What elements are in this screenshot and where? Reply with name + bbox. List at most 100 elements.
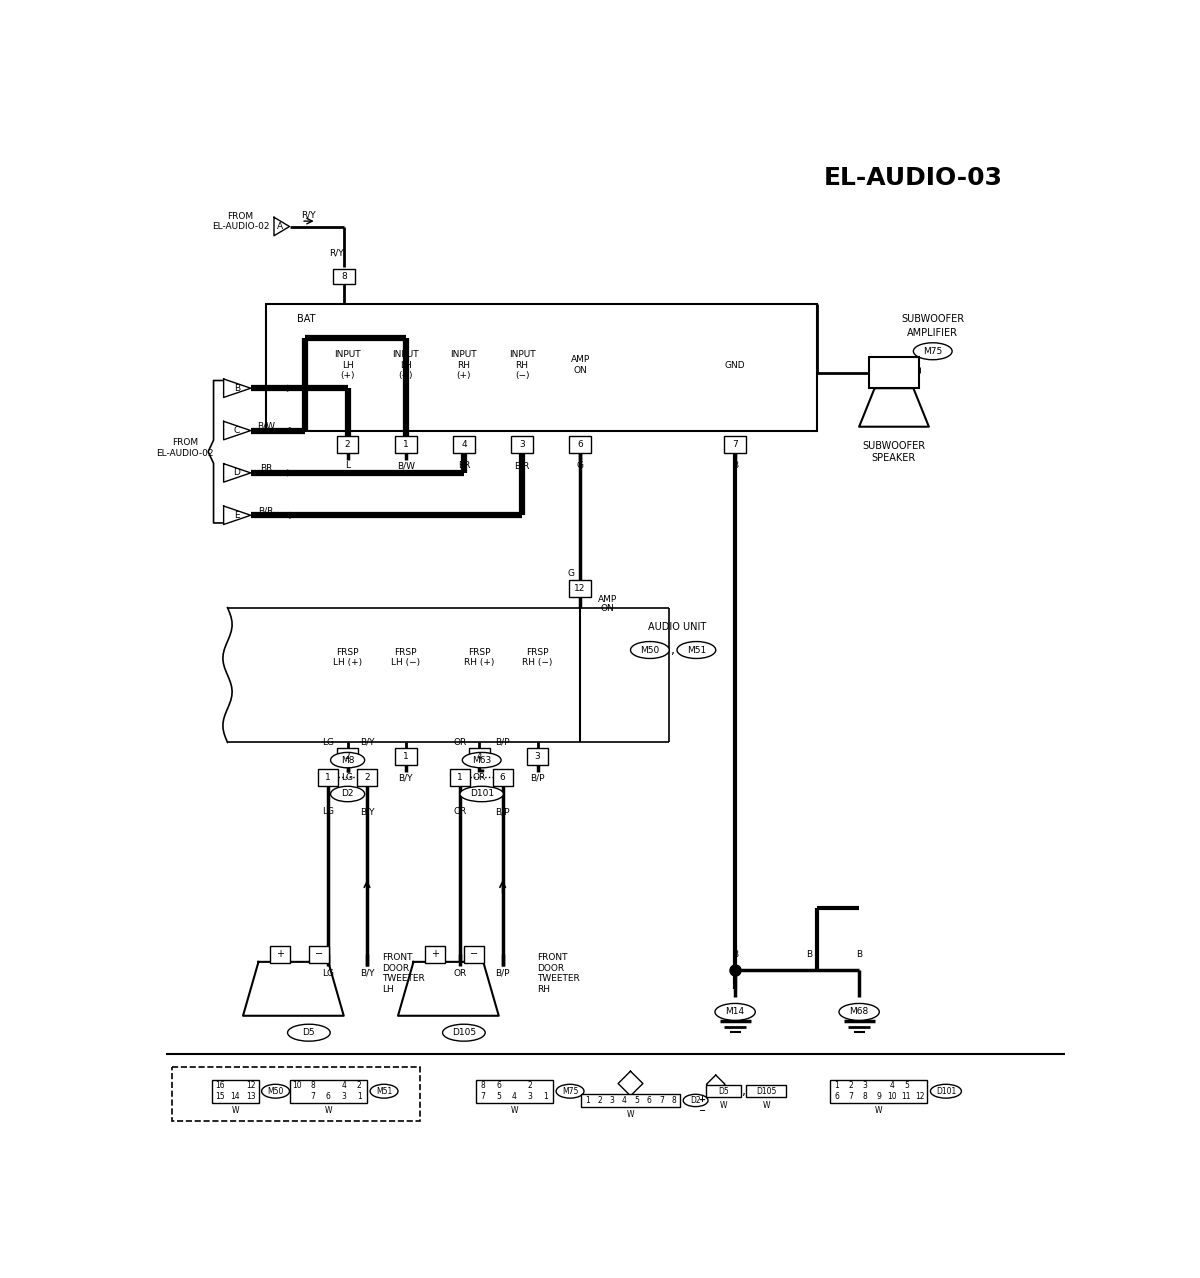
Text: 1: 1 — [403, 751, 409, 760]
Text: D5: D5 — [302, 1029, 316, 1038]
Text: B/P: B/P — [530, 773, 545, 782]
Text: 4: 4 — [512, 1093, 517, 1102]
Text: 6: 6 — [326, 1093, 331, 1102]
Text: AUDIO UNIT: AUDIO UNIT — [648, 622, 706, 631]
Bar — [270, 946, 290, 962]
Text: +: + — [276, 950, 284, 960]
Text: B/Y: B/Y — [360, 808, 374, 817]
Text: 6: 6 — [499, 773, 505, 782]
Bar — [425, 946, 445, 962]
Bar — [332, 268, 355, 284]
Text: W: W — [875, 1105, 882, 1114]
Text: 8: 8 — [481, 1081, 486, 1090]
Text: D: D — [233, 469, 240, 478]
Bar — [395, 436, 416, 452]
Text: M51: M51 — [686, 645, 706, 654]
Text: EL-AUDIO-02: EL-AUDIO-02 — [212, 222, 270, 231]
Bar — [337, 436, 359, 452]
Text: 13: 13 — [246, 1093, 256, 1102]
Text: INPUT
RH
(−): INPUT RH (−) — [509, 350, 535, 380]
Text: FROM: FROM — [172, 437, 198, 446]
Polygon shape — [859, 389, 929, 427]
Text: LG: LG — [323, 969, 335, 978]
Text: 1: 1 — [325, 773, 331, 782]
Ellipse shape — [262, 1084, 289, 1098]
Text: 4: 4 — [890, 1081, 895, 1090]
Text: −: − — [470, 950, 478, 960]
Text: B: B — [805, 950, 812, 958]
Text: LG: LG — [342, 773, 354, 782]
Ellipse shape — [930, 1084, 961, 1098]
Text: AMP
ON: AMP ON — [570, 355, 589, 374]
Bar — [450, 768, 470, 786]
Text: 10: 10 — [888, 1093, 898, 1102]
Ellipse shape — [556, 1084, 584, 1098]
Text: 1: 1 — [584, 1097, 589, 1105]
Text: D101: D101 — [469, 790, 493, 799]
Bar — [308, 946, 329, 962]
Text: LG: LG — [323, 808, 335, 817]
Text: M50: M50 — [268, 1086, 283, 1095]
Text: 1: 1 — [403, 440, 409, 449]
Text: INPUT
LH
(−): INPUT LH (−) — [392, 350, 419, 380]
Text: 3: 3 — [520, 440, 524, 449]
Ellipse shape — [443, 1024, 485, 1042]
Polygon shape — [223, 464, 251, 482]
Polygon shape — [223, 380, 251, 397]
Bar — [725, 436, 746, 452]
Text: 8: 8 — [311, 1081, 316, 1090]
Text: 15: 15 — [215, 1093, 224, 1102]
Text: INPUT
RH
(+): INPUT RH (+) — [450, 350, 478, 380]
Text: ,: , — [743, 1085, 746, 1098]
Text: D2: D2 — [690, 1097, 701, 1105]
Text: 3: 3 — [527, 1093, 532, 1102]
Text: 2: 2 — [364, 773, 370, 782]
Text: FRSP
LH (−): FRSP LH (−) — [391, 648, 420, 667]
Text: 2: 2 — [527, 1081, 532, 1090]
Text: M75: M75 — [923, 346, 942, 355]
Text: G: G — [568, 569, 575, 578]
Text: 10: 10 — [293, 1081, 302, 1090]
Text: FRSP
LH (+): FRSP LH (+) — [334, 648, 362, 667]
Text: W: W — [324, 1105, 332, 1114]
Bar — [569, 580, 590, 597]
Text: OR: OR — [454, 969, 467, 978]
Ellipse shape — [677, 642, 715, 658]
Text: −: − — [314, 950, 323, 960]
Text: 12: 12 — [916, 1093, 925, 1102]
Polygon shape — [223, 422, 251, 440]
Ellipse shape — [288, 1024, 330, 1042]
Polygon shape — [242, 962, 343, 1016]
Text: 11: 11 — [901, 1093, 911, 1102]
Text: B: B — [234, 383, 240, 392]
Text: M68: M68 — [850, 1007, 869, 1016]
Text: C: C — [234, 426, 240, 435]
Bar — [337, 748, 359, 764]
Bar — [212, 1080, 258, 1103]
Text: 3: 3 — [862, 1081, 866, 1090]
Text: OR: OR — [454, 737, 467, 746]
Bar — [581, 1094, 680, 1107]
Text: B/R: B/R — [258, 506, 274, 515]
Text: 2: 2 — [356, 1081, 361, 1090]
Text: L: L — [346, 461, 350, 470]
Text: 12: 12 — [246, 1081, 256, 1090]
Text: 1: 1 — [834, 1081, 839, 1090]
Text: 6: 6 — [577, 440, 583, 449]
Text: M50: M50 — [641, 645, 660, 654]
Text: B/Y: B/Y — [360, 969, 374, 978]
Text: FRONT
DOOR
TWEETER
RH: FRONT DOOR TWEETER RH — [538, 953, 581, 993]
Text: 5: 5 — [904, 1081, 908, 1090]
Text: L: L — [264, 380, 269, 389]
Text: B/W: B/W — [397, 461, 415, 470]
Text: W: W — [762, 1100, 770, 1109]
Text: SUBWOOFER: SUBWOOFER — [901, 314, 965, 323]
Text: 1: 1 — [542, 1093, 547, 1102]
Ellipse shape — [630, 642, 670, 658]
Text: FRSP
RH (+): FRSP RH (+) — [464, 648, 494, 667]
Bar — [318, 768, 338, 786]
Text: 2: 2 — [598, 1097, 602, 1105]
Ellipse shape — [683, 1094, 708, 1107]
Ellipse shape — [370, 1084, 398, 1098]
Text: ,: , — [671, 644, 676, 657]
